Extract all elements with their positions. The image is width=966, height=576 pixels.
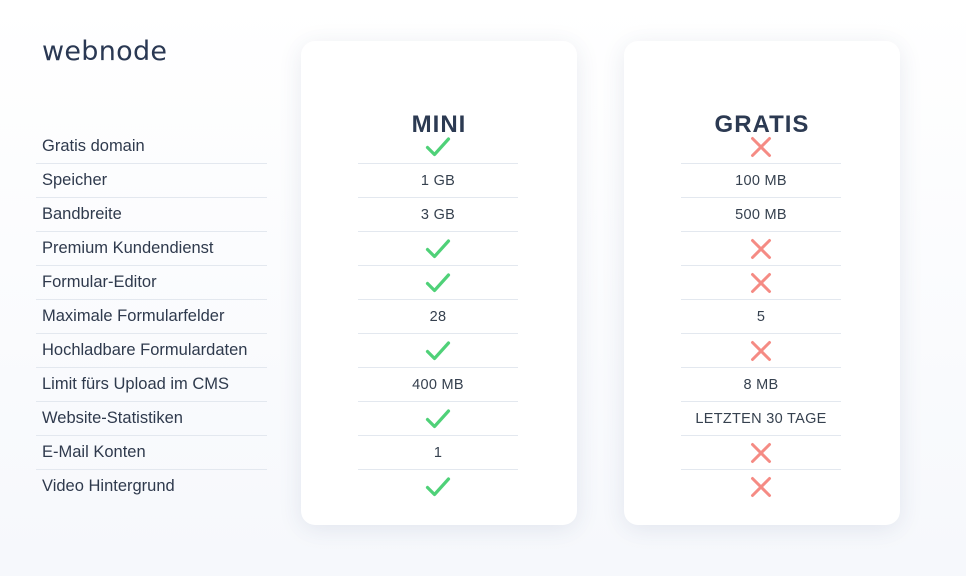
plan-mini-value-row <box>358 470 518 503</box>
check-icon <box>425 272 451 294</box>
cross-icon <box>750 136 772 158</box>
plan-gratis-value-row: 500 MB <box>681 198 841 232</box>
check-icon <box>425 408 451 430</box>
plan-gratis-value-row <box>681 470 841 503</box>
plan-gratis-value-row: 100 MB <box>681 164 841 198</box>
plan-mini-value-row <box>358 232 518 266</box>
value-text: 1 GB <box>420 172 456 189</box>
value-text: 100 MB <box>735 172 787 189</box>
feature-label: Video Hintergrund <box>42 477 175 495</box>
check-icon <box>425 476 451 498</box>
value-text: LETZTEN 30 TAGE <box>695 410 827 427</box>
value-text: 28 <box>429 308 447 325</box>
feature-label: Bandbreite <box>36 198 267 232</box>
cross-icon <box>750 340 772 362</box>
plan-gratis-value-row <box>681 232 841 266</box>
value-text: 1 <box>433 444 443 461</box>
check-icon <box>425 238 451 260</box>
plan-card-gratis: GRATIS 100 MB 500 MB 5 8 MB LETZTEN 30 TAGE <box>624 41 900 525</box>
check-icon <box>425 136 451 158</box>
plan-gratis-value-row: LETZTEN 30 TAGE <box>681 402 841 436</box>
value-text: 500 MB <box>735 206 787 223</box>
value-text: 8 MB <box>743 376 779 393</box>
plan-mini-value-row: 3 GB <box>358 198 518 232</box>
webnode-logo[interactable]: webnode <box>42 36 168 67</box>
plan-mini-value-row: 28 <box>358 300 518 334</box>
cross-icon <box>750 476 772 498</box>
plan-gratis-value-row <box>681 436 841 470</box>
feature-label: Speicher <box>36 164 267 198</box>
cross-icon <box>750 442 772 464</box>
feature-label: Limit fürs Upload im CMS <box>36 368 267 402</box>
feature-label: Maximale Formularfelder <box>36 300 267 334</box>
feature-label: Formular-Editor <box>36 266 267 300</box>
plan-gratis-value-row <box>681 266 841 300</box>
plan-mini-value-row <box>358 334 518 368</box>
plan-mini-value-row <box>358 130 518 164</box>
plan-values-mini: 1 GB 3 GB 28 400 MB 1 <box>358 130 518 503</box>
plan-gratis-value-row <box>681 334 841 368</box>
plan-values-gratis: 100 MB 500 MB 5 8 MB LETZTEN 30 TAGE <box>681 130 841 503</box>
feature-label: Hochladbare Formulardaten <box>36 334 267 368</box>
plan-gratis-value-row: 5 <box>681 300 841 334</box>
plan-mini-value-row: 1 <box>358 436 518 470</box>
feature-label: E-Mail Konten <box>36 436 267 470</box>
feature-labels: Gratis domain Speicher Bandbreite Premium K… <box>36 130 267 503</box>
feature-label: Gratis domain <box>36 130 267 164</box>
plan-card-mini: MINI 1 GB 3 GB 28 400 MB 1 <box>301 41 577 525</box>
feature-label: Website-Statistiken <box>36 402 267 436</box>
cross-icon <box>750 272 772 294</box>
plan-gratis-value-row <box>681 130 841 164</box>
plan-mini-value-row <box>358 402 518 436</box>
check-icon <box>425 340 451 362</box>
plan-title-mini: MINI <box>411 111 467 138</box>
plan-mini-value-row: 1 GB <box>358 164 518 198</box>
value-text: 3 GB <box>420 206 456 223</box>
feature-label: Premium Kundendienst <box>36 232 267 266</box>
cross-icon <box>750 238 772 260</box>
value-text: 5 <box>756 308 766 325</box>
plan-title-gratis: GRATIS <box>714 111 810 138</box>
value-text: 400 MB <box>412 376 464 393</box>
plan-gratis-value-row: 8 MB <box>681 368 841 402</box>
plan-mini-value-row: 400 MB <box>358 368 518 402</box>
plan-mini-value-row <box>358 266 518 300</box>
